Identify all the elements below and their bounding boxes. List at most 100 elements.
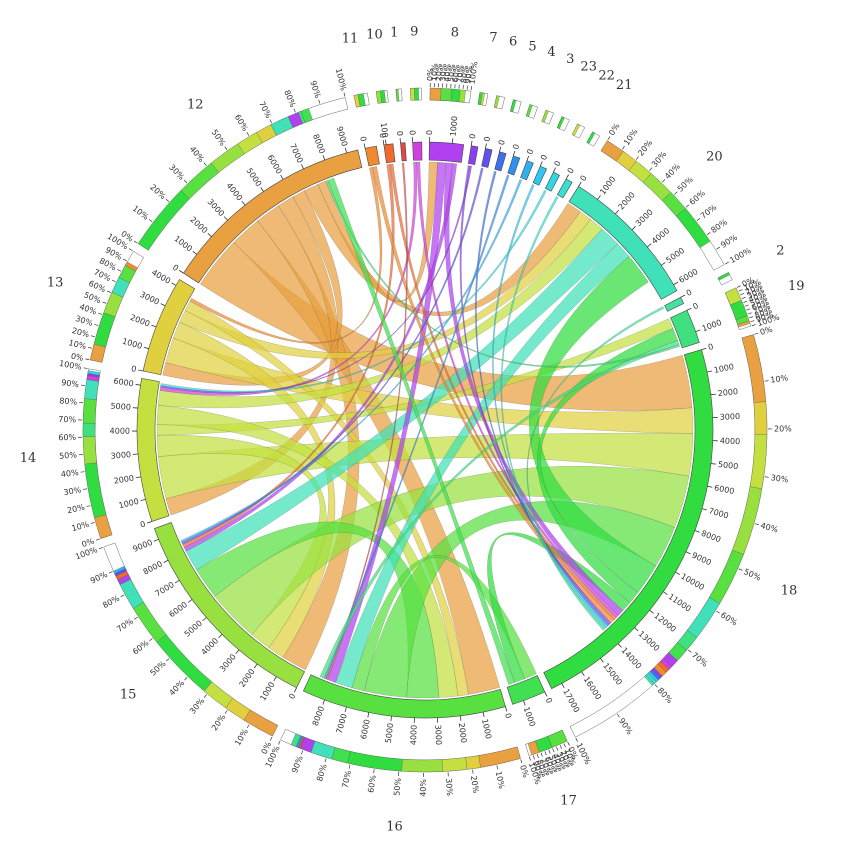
tick-mark	[499, 146, 502, 152]
ideogram	[383, 143, 396, 164]
tick-mark	[701, 508, 707, 511]
percent-tick-label: 100%	[468, 61, 480, 85]
tick-label: 0	[685, 288, 694, 298]
percent-tick	[716, 610, 720, 614]
tick-mark	[647, 243, 652, 248]
composition-part	[510, 99, 517, 113]
tick-mark	[701, 347, 707, 351]
composition-part	[527, 740, 540, 756]
tick-mark	[663, 591, 668, 595]
percent-tick	[654, 684, 658, 688]
percent-tick	[102, 301, 107, 304]
tick-label: 5000	[384, 722, 395, 743]
tick-mark	[153, 538, 159, 542]
percent-tick	[108, 571, 113, 574]
ideogram	[400, 142, 407, 162]
segment-label: 18	[781, 584, 798, 599]
composition-part	[124, 261, 138, 272]
percent-tick	[607, 136, 611, 141]
tick-mark	[223, 216, 228, 221]
percent-tick-label: 40%	[443, 63, 453, 82]
tick-mark	[710, 393, 716, 396]
tick-label: 6000	[359, 718, 372, 740]
percent-tick	[128, 248, 133, 252]
ribbon	[492, 184, 609, 628]
tick-mark	[707, 370, 713, 373]
tick-label: 100	[379, 122, 390, 138]
segment-label: 19	[788, 279, 805, 294]
composition-part	[357, 93, 366, 107]
ribbon	[335, 243, 630, 689]
tick-label: 4000	[110, 427, 130, 436]
ribbon	[179, 211, 591, 359]
percent-tick	[563, 743, 566, 748]
percent-tick	[86, 505, 91, 507]
percent-tick	[738, 568, 743, 571]
percent-tick-label: 20%	[434, 63, 444, 82]
percent-tick	[111, 279, 116, 283]
ideogram	[364, 145, 380, 167]
tick-label: 5000	[717, 460, 738, 471]
percent-tick	[85, 358, 90, 361]
segment-label: 2	[776, 243, 784, 258]
tick-mark	[390, 715, 392, 722]
tick-mark	[322, 699, 325, 705]
ribbon	[372, 166, 615, 624]
percent-tick-label: 0%	[518, 764, 530, 779]
percent-tick-label: 70%	[455, 64, 466, 83]
percent-tick	[741, 296, 746, 300]
tick-mark	[322, 155, 326, 161]
ideogram	[556, 178, 573, 199]
ideogram	[543, 349, 714, 690]
ideogram	[506, 675, 546, 705]
segment-label: 20	[706, 149, 723, 164]
percent-tick	[520, 759, 523, 764]
segment-label: 15	[120, 688, 137, 703]
tick-label: 0	[503, 712, 513, 719]
percent-tick	[621, 145, 625, 150]
composition-part	[84, 379, 99, 400]
tick-mark	[363, 143, 366, 149]
percent-tick-label: 60%	[451, 64, 462, 83]
tick-mark	[553, 167, 556, 173]
tick-label: 2000	[717, 387, 738, 398]
composition-part	[82, 398, 97, 424]
composition-part	[410, 88, 415, 101]
percent-tick	[120, 594, 125, 598]
tick-mark	[385, 139, 387, 145]
ideogram	[494, 151, 507, 172]
ribbon	[526, 306, 665, 631]
ribbon	[475, 170, 610, 627]
percent-tick	[324, 758, 327, 763]
percent-tick	[301, 750, 304, 755]
composition-part	[290, 733, 301, 747]
ideogram	[532, 165, 547, 186]
percent-tick	[736, 285, 741, 288]
composition-part	[753, 401, 768, 435]
tick-mark	[344, 147, 348, 153]
percent-tick	[754, 523, 759, 526]
percent-tick-label: 0%	[426, 68, 435, 81]
percent-tick-label: 70%	[340, 769, 353, 789]
segment-label: 13	[47, 276, 64, 291]
tick-mark	[631, 226, 636, 231]
ribbon	[319, 340, 680, 679]
segment-label: 16	[386, 819, 403, 834]
percent-tick	[278, 740, 281, 745]
percent-tick	[98, 312, 103, 315]
segment-label: 22	[598, 68, 615, 83]
percent-tick	[685, 204, 690, 208]
tick-mark	[207, 233, 212, 237]
tick-mark	[135, 476, 141, 479]
ideogram	[568, 185, 678, 300]
tick-label: 3000	[720, 412, 741, 422]
composition-part	[737, 320, 751, 328]
ideogram	[142, 279, 196, 376]
composition-part	[480, 92, 485, 106]
tick-label: 0	[171, 263, 180, 273]
percent-tick	[224, 146, 228, 151]
percent-tick-label: 10%	[770, 373, 789, 384]
segment-label: 9	[410, 25, 418, 40]
tick-mark	[235, 649, 240, 654]
percent-tick	[203, 694, 207, 698]
